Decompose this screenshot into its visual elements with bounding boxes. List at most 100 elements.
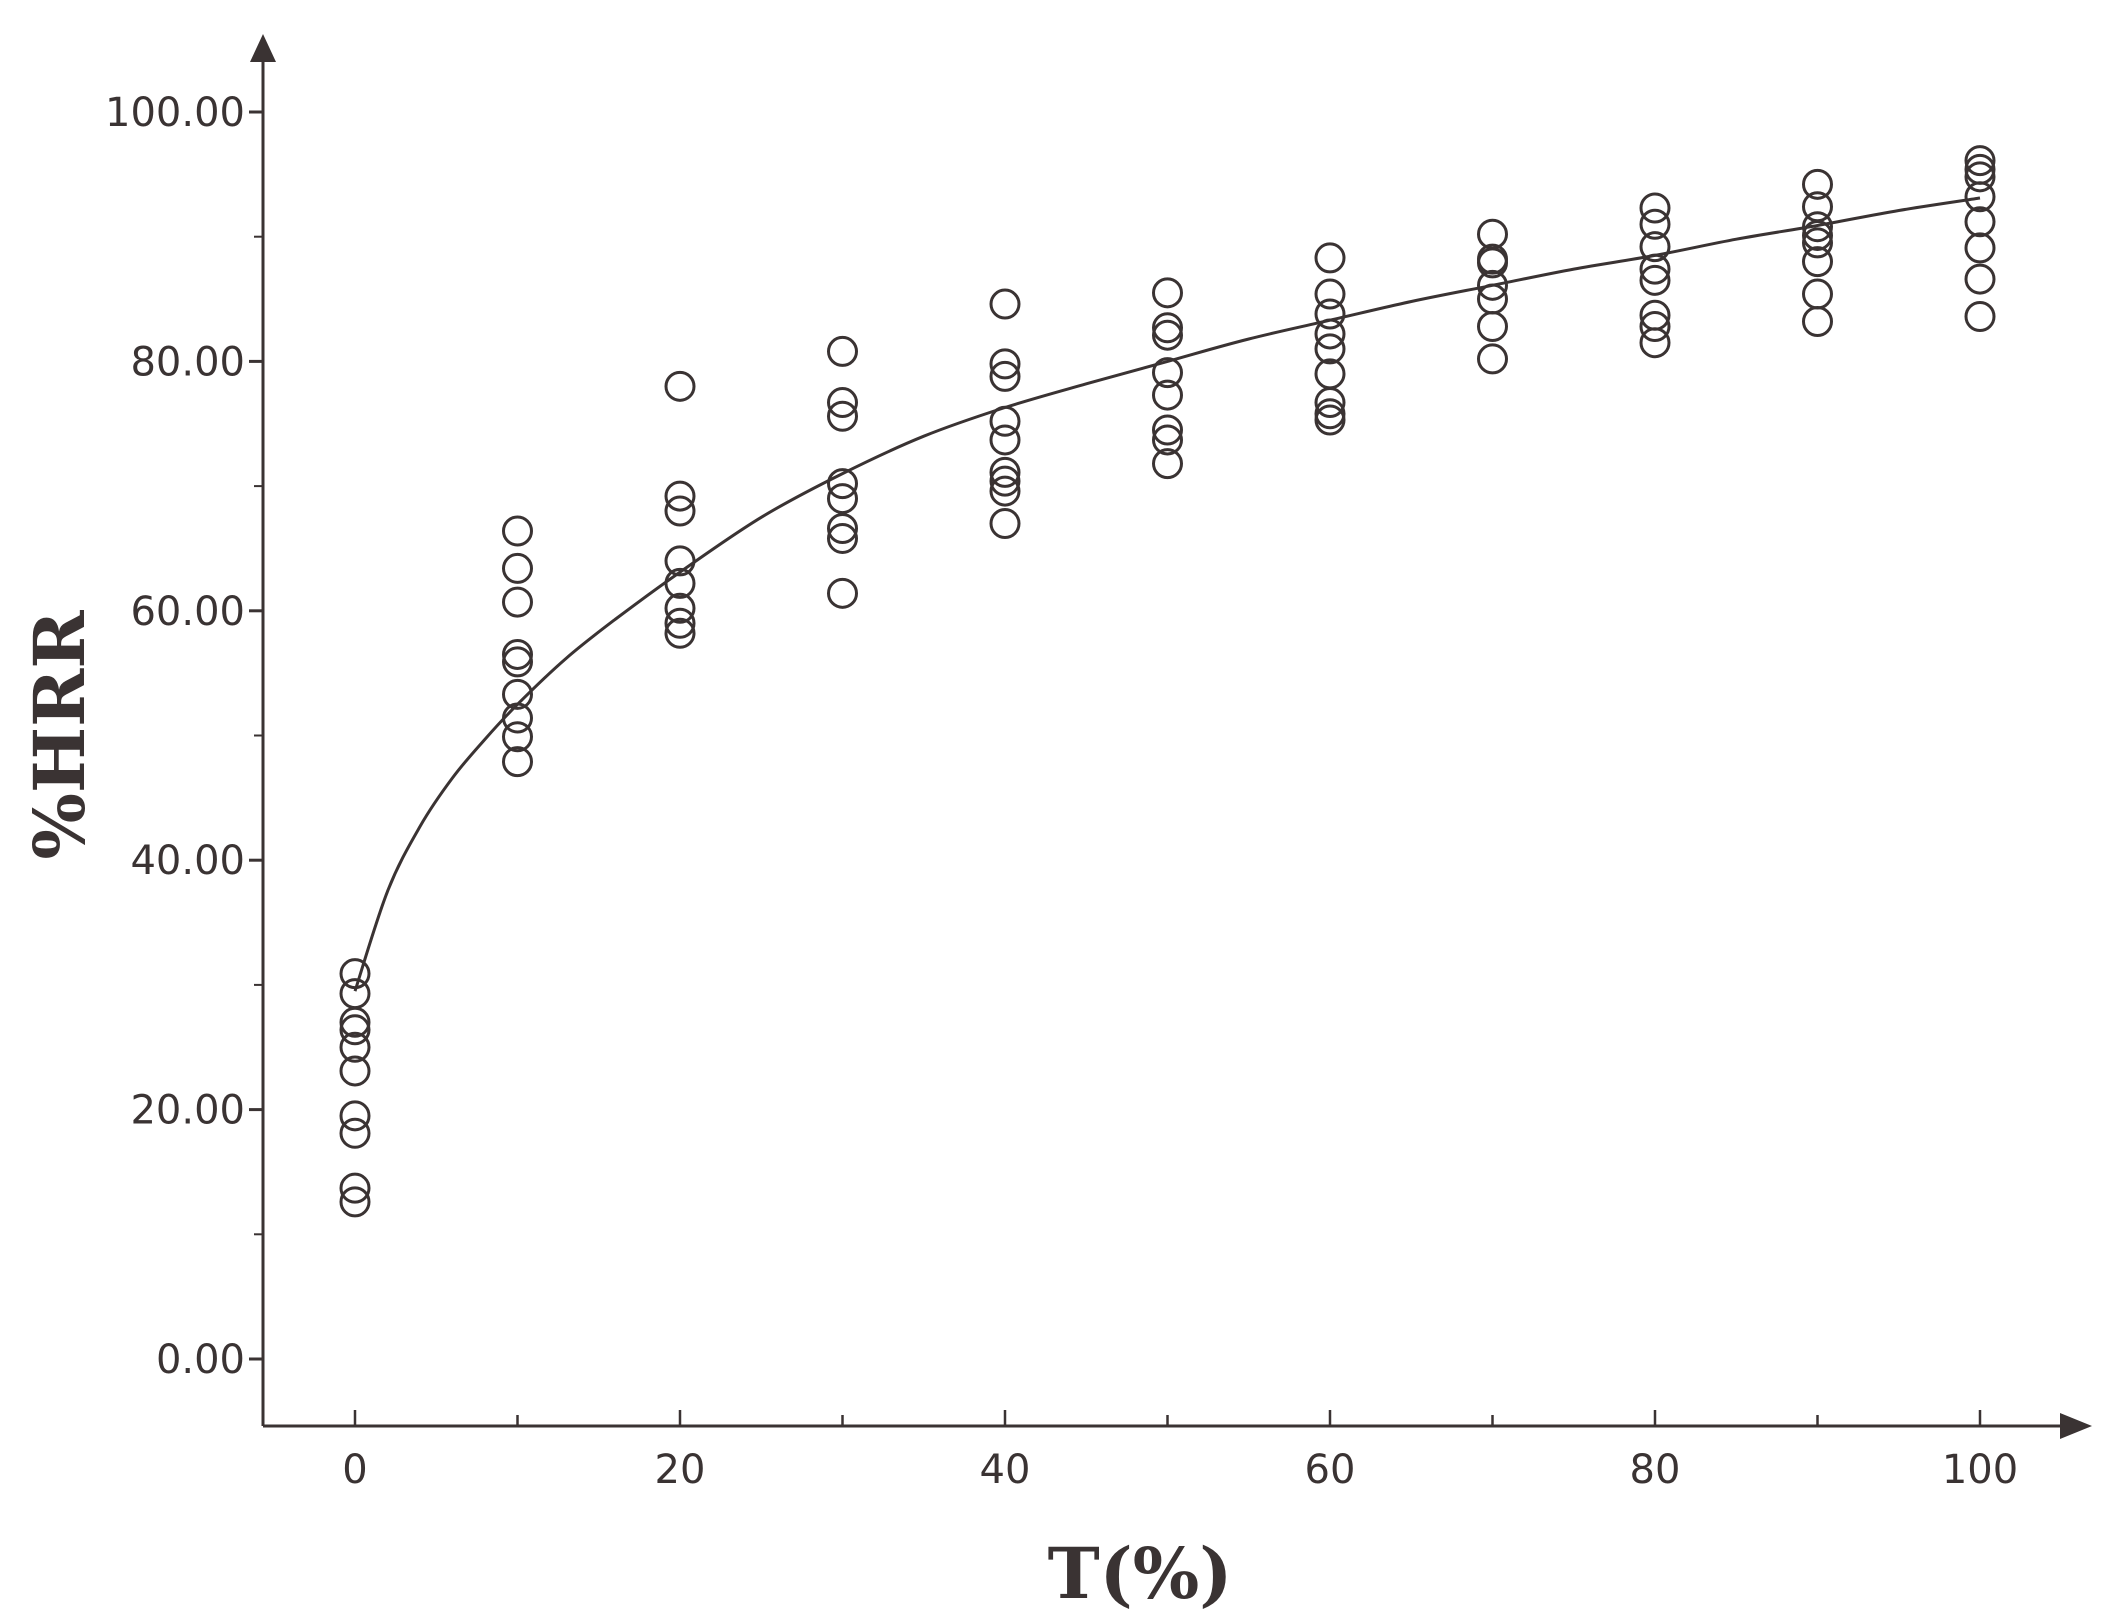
data-point <box>339 1172 371 1204</box>
y-ticks <box>249 110 263 1361</box>
data-point <box>989 465 1021 497</box>
data-point <box>664 607 696 639</box>
fit-curve <box>353 196 1981 992</box>
data-point <box>664 617 696 649</box>
data-point <box>1802 227 1833 259</box>
y-tick-label: 40.00 <box>130 838 245 884</box>
y-tick-labels: 0.00 20.00 40.00 60.00 80.00 100.00 <box>105 90 245 1383</box>
data-point <box>664 567 696 599</box>
data-point <box>339 1031 371 1063</box>
data-point <box>827 483 858 515</box>
data-point <box>664 480 696 512</box>
x-tick-label: 60 <box>1305 1447 1356 1493</box>
data-point <box>827 512 858 544</box>
data-point <box>1964 206 1996 238</box>
x-tick-label: 0 <box>342 1447 367 1493</box>
data-point <box>502 638 533 670</box>
data-point <box>1152 277 1183 309</box>
x-tick-label: 20 <box>655 1447 706 1493</box>
data-point <box>1314 242 1346 274</box>
data-point <box>1314 318 1346 350</box>
axes <box>250 34 2092 1439</box>
data-point <box>1639 310 1671 342</box>
data-point <box>1477 247 1508 279</box>
data-point <box>989 456 1021 488</box>
data-point <box>989 288 1021 320</box>
data-point <box>1802 246 1833 278</box>
y-tick-label: 80.00 <box>130 339 245 385</box>
data-point <box>664 592 696 624</box>
data-point <box>664 495 696 527</box>
data-point <box>989 348 1021 380</box>
data-point <box>1964 145 1996 177</box>
data-point <box>502 552 533 584</box>
data-point <box>339 1186 371 1218</box>
data-point <box>1152 414 1183 446</box>
data-point <box>1964 161 1996 193</box>
data-point <box>339 1014 371 1046</box>
data-point <box>502 702 533 734</box>
x-axis-arrow <box>2060 1413 2092 1439</box>
data-point <box>1152 319 1183 351</box>
data-point <box>1639 264 1671 296</box>
data-point <box>1477 269 1508 301</box>
data-point <box>1639 231 1671 263</box>
x-axis-title: T(%) <box>1048 1532 1233 1615</box>
data-point <box>1314 333 1346 365</box>
data-point <box>1802 219 1833 251</box>
data-point <box>1152 312 1183 344</box>
data-point <box>502 721 533 753</box>
x-tick-label: 80 <box>1630 1447 1681 1493</box>
data-point <box>1152 379 1183 411</box>
x-tick-labels: 0 20 40 60 80 100 <box>342 1447 2018 1493</box>
data-points <box>339 145 1996 1218</box>
data-point <box>1314 298 1346 330</box>
data-point <box>827 577 858 609</box>
data-point <box>1802 211 1833 243</box>
data-point <box>1964 181 1996 213</box>
y-axis-arrow <box>250 34 276 62</box>
y-tick-label: 60.00 <box>130 589 245 635</box>
data-point <box>1802 305 1833 337</box>
data-point <box>1314 387 1346 419</box>
data-point <box>827 468 858 500</box>
data-point <box>1477 310 1508 342</box>
data-point <box>1802 168 1833 200</box>
x-ticks <box>353 1410 1982 1426</box>
data-point <box>1314 404 1346 436</box>
y-minor-ticks <box>254 235 263 1236</box>
data-point <box>989 508 1021 540</box>
data-point <box>502 746 533 778</box>
data-point <box>339 1117 371 1149</box>
data-point <box>1964 232 1996 264</box>
data-point <box>989 405 1021 437</box>
data-point <box>827 335 858 367</box>
data-point <box>502 586 533 618</box>
data-point <box>989 475 1021 507</box>
x-tick-label: 100 <box>1942 1447 2018 1493</box>
data-point <box>1964 301 1996 333</box>
y-tick-label: 0.00 <box>156 1337 245 1383</box>
data-point <box>1639 253 1671 285</box>
data-point <box>502 646 533 678</box>
data-point <box>1152 424 1183 456</box>
data-point <box>1964 263 1996 295</box>
data-point <box>664 545 696 577</box>
data-point <box>339 1006 371 1038</box>
data-point <box>502 678 533 710</box>
data-point <box>1639 208 1671 240</box>
data-point <box>1477 343 1508 375</box>
data-point <box>1639 327 1671 359</box>
y-axis-title: %HRR <box>18 610 101 860</box>
data-point <box>1152 357 1183 389</box>
data-point <box>339 1100 371 1132</box>
data-point <box>827 400 858 432</box>
data-point <box>502 515 533 547</box>
data-point <box>827 522 858 554</box>
data-point <box>989 360 1021 392</box>
data-point <box>664 370 696 402</box>
data-point <box>1152 448 1183 480</box>
data-point <box>989 424 1021 456</box>
